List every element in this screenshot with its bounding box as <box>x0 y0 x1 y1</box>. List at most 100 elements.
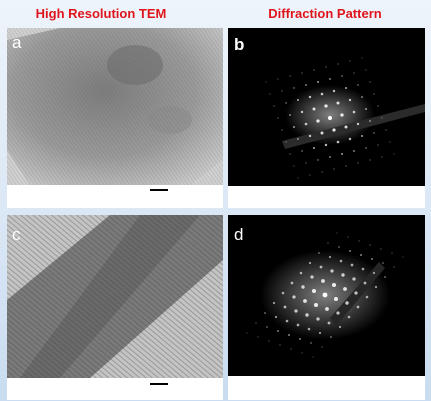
diffraction-spot <box>330 336 332 338</box>
diffraction-spot <box>365 108 367 110</box>
diffraction-spot <box>337 63 338 64</box>
diffraction-spot <box>347 236 348 237</box>
diffraction-spot <box>381 156 382 157</box>
diffraction-spot <box>361 57 362 58</box>
diffraction-spot <box>357 162 358 163</box>
diffraction-spot <box>312 289 316 293</box>
diffraction-spot <box>273 302 275 304</box>
diffraction-spot <box>293 87 294 88</box>
diffraction-spot <box>309 96 311 98</box>
diffraction-spot <box>341 153 343 155</box>
diffraction-spot <box>341 75 342 76</box>
diffraction-spot <box>373 93 374 94</box>
diffraction-spot <box>357 84 358 85</box>
diffraction-spot <box>294 309 297 312</box>
diffraction-spot <box>348 316 351 319</box>
diffraction-spot <box>273 105 274 106</box>
diffraction-spot <box>314 303 318 307</box>
diffraction-spot <box>291 282 294 285</box>
diffraction-spot <box>340 113 343 116</box>
diffraction-spot <box>380 248 381 249</box>
diffraction-spot <box>361 135 363 137</box>
diffraction-spot <box>328 322 331 325</box>
diffraction-spot <box>289 114 291 116</box>
diffraction-spot <box>382 262 384 264</box>
diffraction-spot <box>364 282 367 285</box>
diffraction-spot <box>384 276 386 278</box>
diffraction-spot <box>349 250 351 252</box>
diffraction-spot <box>369 120 371 122</box>
diffraction-spot <box>336 232 337 233</box>
diffraction-spot <box>281 129 282 130</box>
diffraction-spot <box>369 244 370 245</box>
diffraction-spot <box>345 165 346 166</box>
diffraction-spot <box>321 93 324 96</box>
diffraction-spot <box>351 264 354 267</box>
diffraction-spot <box>349 138 351 140</box>
diffraction-spot <box>328 116 332 120</box>
diffraction-spot <box>330 269 333 272</box>
panel-a: a <box>7 28 223 208</box>
diffraction-spot <box>297 324 300 327</box>
diffraction-spot <box>365 147 366 148</box>
diffraction-spot <box>333 90 335 92</box>
diffraction-spot <box>305 84 307 86</box>
diffraction-spot <box>317 81 319 83</box>
diffraction-spot <box>381 117 382 118</box>
diffraction-spot <box>285 102 286 103</box>
diffraction-spot <box>357 306 360 309</box>
diffraction-spot <box>377 105 378 106</box>
diffraction-spot <box>393 153 394 154</box>
diffraction-spot <box>365 69 366 70</box>
diffraction-spot <box>266 326 268 328</box>
panel-label: b <box>234 35 244 54</box>
diffraction-spot <box>312 107 315 110</box>
diffraction-spot <box>305 162 306 163</box>
diffraction-spot <box>275 316 277 318</box>
diffraction-spot <box>303 299 307 303</box>
diffraction-spot <box>327 242 328 243</box>
diffraction-spot <box>293 126 295 128</box>
diffraction-spot <box>265 81 266 82</box>
diffraction-spot <box>371 258 373 260</box>
diffraction-spot <box>310 342 312 344</box>
diffraction-spot <box>339 326 341 328</box>
diffraction-spot <box>373 272 375 274</box>
diffraction-spot <box>255 322 256 323</box>
diffraction-spot <box>301 285 304 288</box>
diffraction-spot <box>375 286 377 288</box>
diffraction-spot <box>284 306 287 309</box>
diffraction-spot <box>353 72 354 73</box>
diffraction-spot <box>308 328 311 331</box>
diffraction-spot <box>343 287 347 291</box>
diffraction-spot <box>362 268 365 271</box>
diffraction-spot <box>285 141 286 142</box>
diffraction-spot <box>316 119 319 122</box>
diffraction-spot <box>345 301 348 304</box>
diffraction-spot <box>301 352 302 353</box>
diffraction-spot <box>393 266 394 267</box>
diffraction-spot <box>385 129 386 130</box>
diffraction-spot <box>277 117 278 118</box>
diffraction-spot <box>361 96 363 98</box>
diffraction-spot <box>301 111 303 113</box>
diffraction-spot <box>341 273 344 276</box>
diffraction-spot <box>332 128 335 131</box>
diffraction-spot <box>279 344 280 345</box>
diffraction-spot <box>268 340 269 341</box>
diffraction-spot <box>313 147 315 149</box>
diffraction-spot <box>299 338 301 340</box>
diffraction-spot <box>297 138 299 140</box>
diffraction-spot <box>389 141 390 142</box>
diffraction-spot <box>329 256 331 258</box>
diffraction-spot <box>289 75 290 76</box>
diffraction-spot <box>318 252 320 254</box>
diffraction-spot <box>310 275 313 278</box>
diffraction-spot <box>320 266 323 269</box>
panel-label: a <box>12 33 22 52</box>
diffraction-spot <box>281 90 282 91</box>
diffraction-spot <box>264 312 266 314</box>
diffraction-spot <box>402 256 403 257</box>
diffraction-spot <box>269 93 270 94</box>
header-right: Diffraction Pattern <box>268 6 381 21</box>
